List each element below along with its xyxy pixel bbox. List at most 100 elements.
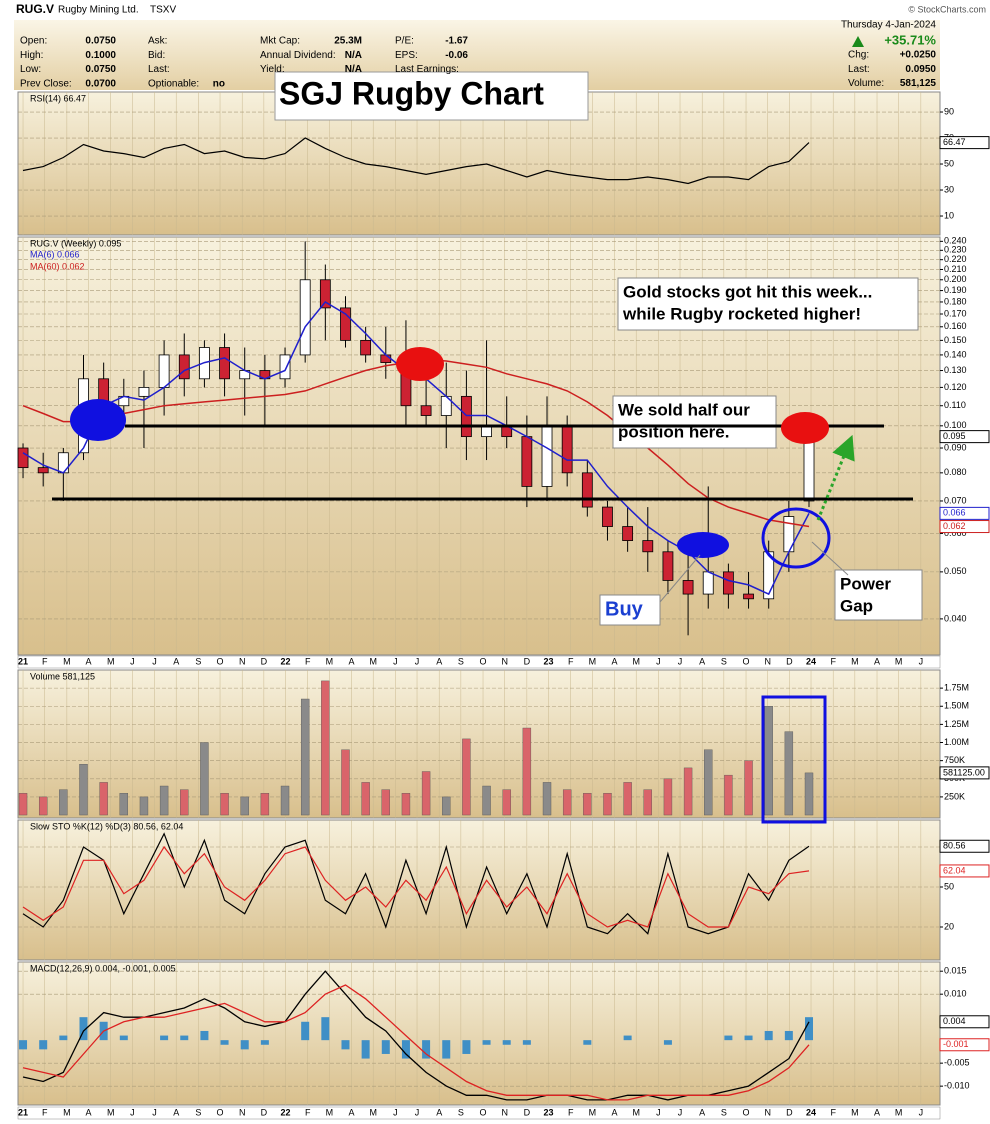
- x-tick-label: F: [830, 1107, 836, 1117]
- histogram-bar: [724, 1035, 733, 1041]
- candle-body: [57, 452, 69, 474]
- value-tag-label: -0.001: [943, 1039, 969, 1049]
- candle-body: [279, 354, 291, 380]
- x-tick-label: M: [369, 1107, 377, 1117]
- candle-body: [722, 571, 734, 595]
- x-tick-label: F: [42, 656, 48, 666]
- volume-bar: [542, 782, 552, 816]
- value-tag: [939, 1015, 990, 1029]
- quote-label: P/E:: [395, 36, 414, 47]
- x-tick-label: A: [699, 1107, 705, 1117]
- legend-entry: MA(60) 0.062: [30, 261, 85, 271]
- volume-bar: [381, 789, 390, 816]
- x-tick-label: 24: [806, 656, 816, 666]
- y-tick-label: 0.220: [944, 254, 967, 264]
- x-tick-label: D: [261, 1107, 268, 1117]
- copyright: © StockCharts.com: [908, 4, 986, 14]
- value-tag: [939, 766, 990, 780]
- y-tick-label: 0.190: [944, 285, 967, 295]
- histogram-bar: [240, 1040, 249, 1050]
- summary-value: 0.0950: [905, 64, 936, 75]
- candle-body: [541, 425, 553, 487]
- y-tick-label: 250K: [944, 791, 965, 801]
- candle-body: [662, 551, 674, 581]
- volume-bar: [603, 793, 612, 816]
- y-tick-label: 0.040: [944, 613, 967, 623]
- volume-bar: [442, 796, 451, 816]
- headline: SGJ Rugby Chart: [279, 75, 544, 111]
- x-tick-label: O: [480, 656, 487, 666]
- buy-marker: [70, 399, 126, 441]
- x-tick-label: S: [195, 1107, 201, 1117]
- y-tick-label: 1.25M: [944, 719, 969, 729]
- histogram-bar: [160, 1035, 169, 1041]
- y-tick-label: 0.120: [944, 382, 967, 392]
- annotation-box: [617, 277, 919, 331]
- histogram-bar: [19, 1040, 28, 1050]
- quote-value: 0.1000: [85, 50, 116, 61]
- histogram-bar: [442, 1040, 451, 1059]
- series-line: [22, 137, 810, 185]
- x-tick-label: A: [612, 1107, 618, 1117]
- value-tag: [939, 136, 990, 150]
- x-tick-label: S: [458, 1107, 464, 1117]
- x-tick-label: J: [415, 1107, 420, 1117]
- x-tick-label: O: [480, 1107, 487, 1117]
- candle-body: [299, 279, 311, 356]
- volume-bar: [260, 793, 270, 816]
- panel: [17, 961, 941, 1106]
- annotation-box: [834, 569, 923, 621]
- x-tick-label: J: [919, 1107, 924, 1117]
- x-tick-label: N: [501, 1107, 508, 1117]
- x-tick-label: D: [261, 656, 268, 666]
- x-tick-label: A: [874, 1107, 880, 1117]
- up-triangle: [852, 36, 864, 47]
- x-tick-label: J: [393, 656, 398, 666]
- histogram-bar: [522, 1040, 531, 1045]
- histogram-bar: [764, 1030, 773, 1041]
- x-tick-label: F: [568, 656, 574, 666]
- volume-bar: [119, 793, 129, 816]
- histogram-bar: [200, 1030, 209, 1041]
- x-tick-label: A: [349, 656, 355, 666]
- series-line: [22, 970, 810, 1101]
- y-tick-label: -0.010: [944, 1081, 970, 1091]
- series-line: [22, 832, 810, 935]
- histogram-bar: [663, 1040, 672, 1045]
- x-tick-label: S: [721, 1107, 727, 1117]
- exchange: TSXV: [150, 5, 176, 16]
- x-tick-label: M: [369, 656, 377, 666]
- x-tick-label: D: [786, 656, 793, 666]
- annotation: Gap: [840, 596, 873, 615]
- volume-bar: [99, 782, 108, 816]
- value-tag-label: 0.095: [943, 431, 966, 441]
- quote-value: N/A: [345, 64, 362, 75]
- value-tag-label: 80.56: [943, 841, 966, 851]
- x-tick-label: M: [107, 1107, 115, 1117]
- candle-body: [17, 447, 29, 469]
- candle-body: [360, 339, 372, 356]
- x-tick-label: J: [130, 656, 135, 666]
- candle-body: [803, 436, 815, 502]
- value-tag: [939, 506, 990, 520]
- quote-value: 0.0750: [85, 36, 116, 47]
- y-tick-label: 20: [944, 921, 954, 931]
- volume-bar: [321, 680, 330, 816]
- x-tick-label: D: [524, 1107, 531, 1117]
- volume-bar: [240, 796, 249, 816]
- candle-body: [763, 551, 775, 600]
- quote-value: 25.3M: [334, 36, 362, 47]
- quote-label: Bid:: [148, 50, 165, 61]
- value-tag: [939, 520, 990, 534]
- value-tag: [939, 1038, 990, 1052]
- summary-label: Last:: [848, 64, 870, 75]
- y-tick-label: 0.240: [944, 236, 967, 246]
- quote-label: Prev Close:: [20, 79, 72, 90]
- candle-body: [461, 395, 472, 438]
- annotation: We sold half our: [618, 400, 750, 419]
- volume-bar: [38, 796, 48, 816]
- company-name: Rugby Mining Ltd.: [58, 5, 139, 16]
- y-tick-label: 0.140: [944, 349, 967, 359]
- x-tick-label: M: [63, 1107, 71, 1117]
- histogram-bar: [401, 1040, 410, 1059]
